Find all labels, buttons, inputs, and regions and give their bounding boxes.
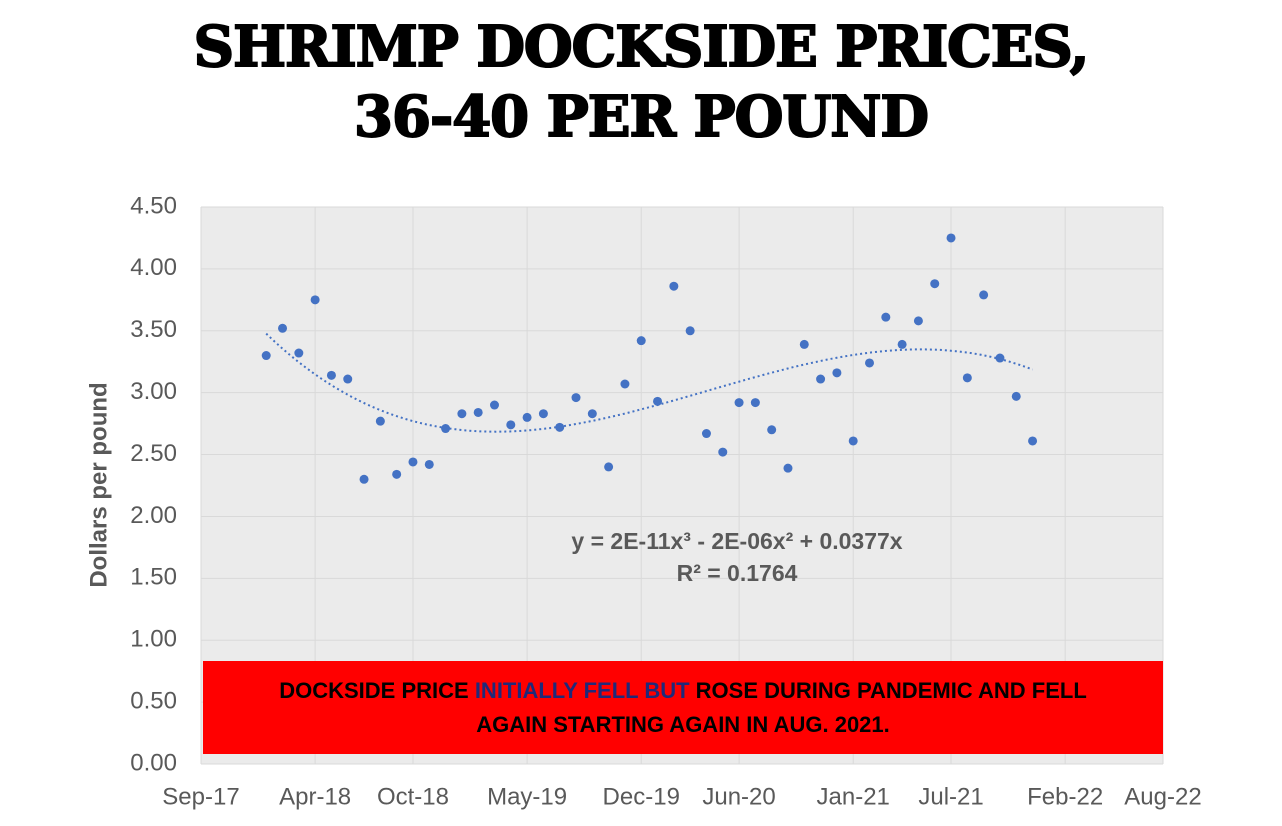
data-point [359,474,369,484]
data-point [343,374,353,384]
y-tick-label: 1.50 [130,564,177,591]
annotation-part: DOCKSIDE PRICE [279,677,475,703]
data-point [995,353,1005,363]
data-point [913,316,923,326]
data-point [636,336,646,346]
title-line: 36-40 PER POUND [353,83,930,151]
data-point [799,339,809,349]
data-point [555,422,565,432]
y-tick-label: 1.00 [130,626,177,653]
annotation-highlight: INITIALLY FELL BUT [474,677,690,703]
data-point [506,420,516,430]
y-tick-label: 4.00 [130,254,177,281]
data-point [962,373,972,383]
data-point [685,326,695,336]
data-point [848,436,858,446]
x-tick-label: Dec-19 [603,783,680,810]
data-point [1028,436,1038,446]
annotation-text: DOCKSIDE PRICE INITIALLY FELL BUT ROSE D… [273,674,1093,742]
data-point [750,398,760,408]
data-point [865,358,875,368]
annotation-part: ROSE DURING PANDEMIC AND FELL AGAIN STAR… [476,677,1087,737]
data-point [571,393,581,403]
data-point [653,396,663,406]
y-tick-label: 2.50 [130,440,177,467]
x-tick-label: Jun-20 [702,783,775,810]
data-point [489,400,499,410]
data-point [946,233,956,243]
data-point [473,407,483,417]
y-tick-label: 3.50 [130,316,177,343]
annotation: DOCKSIDE PRICE INITIALLY FELL BUT ROSE D… [203,661,1163,754]
x-tick-label: May-19 [487,783,567,810]
y-tick-label: 4.50 [130,192,177,219]
x-tick-label: Feb-22 [1027,783,1103,810]
data-point [620,379,630,389]
y-axis-label: Dollars per pound [85,382,112,587]
data-point [979,290,989,300]
data-point [587,409,597,419]
title-line: SHRIMP DOCKSIDE PRICES, [193,13,1091,81]
y-tick-label: 3.00 [130,378,177,405]
data-point [897,339,907,349]
data-point [816,374,826,384]
data-point [424,459,434,469]
data-point [930,279,940,289]
x-tick-label: Apr-18 [279,783,351,810]
data-point [392,469,402,479]
data-point [767,425,777,435]
data-point [718,447,728,457]
data-point [832,368,842,378]
x-tick-label: Jan-21 [817,783,890,810]
data-point [669,281,679,291]
y-tick-label: 2.00 [130,502,177,529]
x-tick-label: Oct-18 [377,783,449,810]
trend-equation: y = 2E-11x³ - 2E-06x² + 0.0377x [571,528,902,554]
x-tick-label: Jul-21 [918,783,983,810]
data-point [1011,391,1021,401]
data-point [734,398,744,408]
data-point [278,323,288,333]
data-point [604,462,614,472]
data-point [457,409,467,419]
data-point [522,412,532,422]
data-point [310,295,320,305]
data-point [375,416,385,426]
data-point [881,312,891,322]
data-point [441,424,451,434]
data-point [538,409,548,419]
data-point [326,370,336,380]
y-tick-label: 0.50 [130,687,177,714]
chart-title: SHRIMP DOCKSIDE PRICES, 36-40 PER POUND [0,12,1282,152]
data-point [261,351,271,361]
data-point [294,348,304,358]
x-tick-label: Aug-22 [1124,783,1201,810]
data-point [701,429,711,439]
x-tick-label: Sep-17 [162,783,239,810]
data-point [408,457,418,467]
data-point [783,463,793,473]
y-tick-label: 0.00 [130,749,177,776]
trend-r2: R² = 0.1764 [677,560,798,586]
